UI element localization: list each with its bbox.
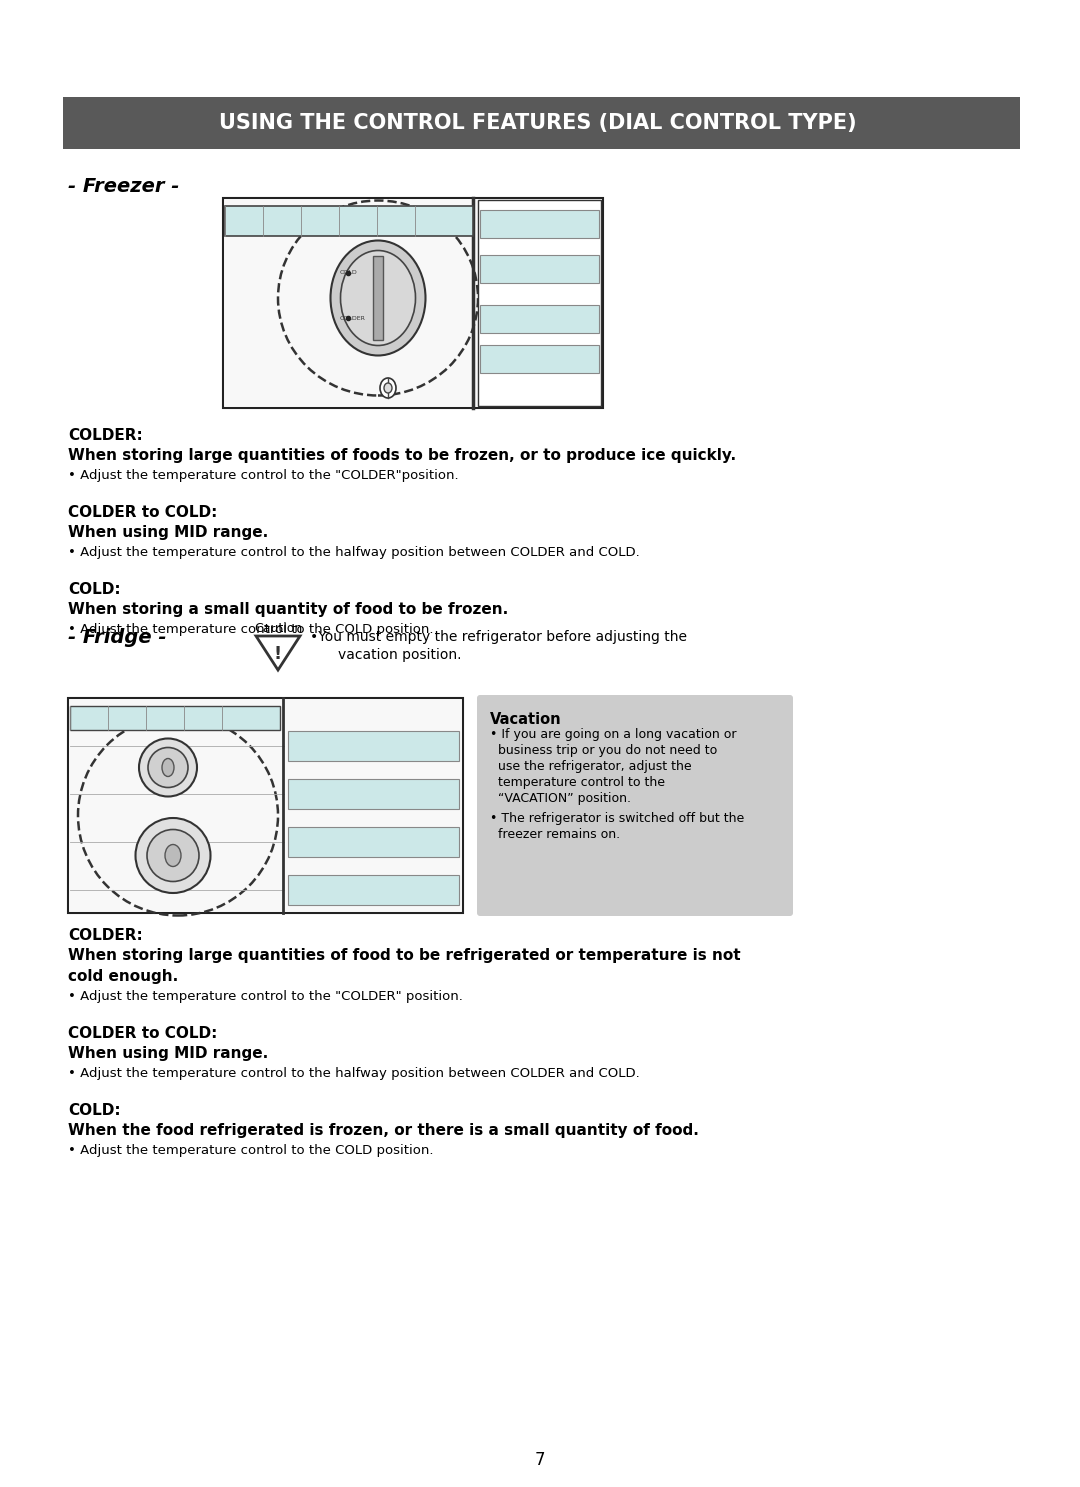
Bar (70, 706, 280, 730)
Text: Caution: Caution (254, 622, 302, 635)
Text: • Adjust the temperature control to the COLD position.: • Adjust the temperature control to the … (68, 623, 433, 636)
Bar (222, 198, 603, 407)
Text: - Fridge -: - Fridge - (68, 628, 166, 647)
Text: COLDER:: COLDER: (68, 928, 143, 943)
Text: temperature control to the: temperature control to the (490, 776, 665, 790)
Bar (225, 207, 473, 236)
Text: When the food refrigerated is frozen, or there is a small quantity of food.: When the food refrigerated is frozen, or… (68, 1123, 699, 1138)
Ellipse shape (384, 384, 392, 393)
Bar (480, 254, 599, 283)
Bar (63, 97, 1020, 149)
Ellipse shape (330, 241, 426, 355)
Bar (373, 256, 383, 341)
Ellipse shape (135, 818, 211, 894)
Text: business trip or you do not need to: business trip or you do not need to (490, 744, 717, 757)
Text: “VACATION” position.: “VACATION” position. (490, 793, 631, 804)
Text: When using MID range.: When using MID range. (68, 1045, 268, 1062)
Text: • Adjust the temperature control to the COLD position.: • Adjust the temperature control to the … (68, 1144, 433, 1157)
Text: vacation position.: vacation position. (338, 648, 461, 662)
Text: - Freezer -: - Freezer - (68, 177, 179, 196)
Text: USING THE CONTROL FEATURES (DIAL CONTROL TYPE): USING THE CONTROL FEATURES (DIAL CONTROL… (219, 113, 856, 132)
Bar (480, 305, 599, 333)
Bar (480, 345, 599, 373)
Bar (225, 199, 600, 406)
Bar (478, 199, 600, 406)
Ellipse shape (380, 378, 396, 399)
Text: freezer remains on.: freezer remains on. (490, 828, 620, 842)
Text: use the refrigerator, adjust the: use the refrigerator, adjust the (490, 760, 691, 773)
Text: When storing large quantities of food to be refrigerated or temperature is not: When storing large quantities of food to… (68, 949, 741, 964)
Text: • Adjust the temperature control to the "COLDER"position.: • Adjust the temperature control to the … (68, 468, 459, 482)
Text: COLD:: COLD: (68, 581, 121, 596)
Polygon shape (256, 636, 300, 671)
Text: !: ! (274, 645, 282, 663)
Bar (288, 874, 459, 906)
Ellipse shape (165, 845, 181, 867)
Text: COLDER:: COLDER: (68, 428, 143, 443)
Text: COLDER to COLD:: COLDER to COLD: (68, 1026, 217, 1041)
Text: • Adjust the temperature control to the halfway position between COLDER and COLD: • Adjust the temperature control to the … (68, 546, 639, 559)
Ellipse shape (139, 739, 197, 797)
Ellipse shape (340, 250, 416, 345)
Ellipse shape (162, 758, 174, 776)
Text: COLDER to COLD:: COLDER to COLD: (68, 506, 217, 520)
Ellipse shape (147, 830, 199, 882)
Text: When storing large quantities of foods to be frozen, or to produce ice quickly.: When storing large quantities of foods t… (68, 448, 737, 462)
Text: • The refrigerator is switched off but the: • The refrigerator is switched off but t… (490, 812, 744, 825)
Text: COLD: COLD (340, 271, 357, 275)
Bar (288, 827, 459, 857)
Text: 7: 7 (535, 1451, 545, 1469)
Text: When storing a small quantity of food to be frozen.: When storing a small quantity of food to… (68, 602, 509, 617)
Bar (70, 700, 461, 912)
Text: cold enough.: cold enough. (68, 970, 178, 984)
Text: COLDER: COLDER (340, 315, 366, 321)
Bar (288, 779, 459, 809)
Text: • Adjust the temperature control to the "COLDER" position.: • Adjust the temperature control to the … (68, 990, 463, 1004)
Text: • If you are going on a long vacation or: • If you are going on a long vacation or (490, 729, 737, 741)
Bar (480, 210, 599, 238)
Text: •You must empty the refrigerator before adjusting the: •You must empty the refrigerator before … (310, 630, 687, 644)
Bar (68, 697, 463, 913)
Text: When using MID range.: When using MID range. (68, 525, 268, 540)
Bar (288, 732, 459, 761)
FancyBboxPatch shape (477, 694, 793, 916)
Text: COLD:: COLD: (68, 1103, 121, 1118)
Text: Vacation: Vacation (490, 712, 562, 727)
Text: • Adjust the temperature control to the halfway position between COLDER and COLD: • Adjust the temperature control to the … (68, 1068, 639, 1080)
Ellipse shape (148, 748, 188, 788)
